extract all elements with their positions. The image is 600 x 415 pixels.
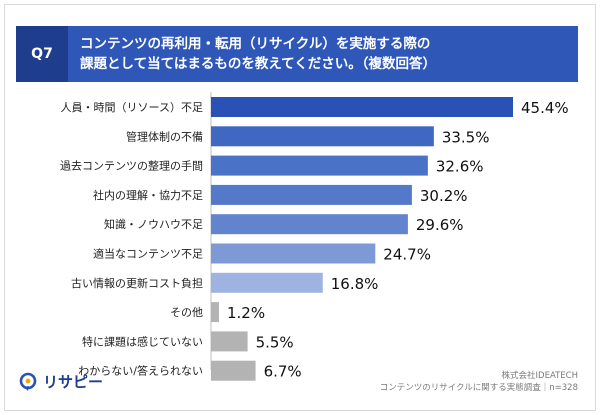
category-label: 人員・時間（リソース）不足: [61, 101, 203, 114]
value-label: 6.7%: [264, 363, 302, 381]
category-label: 社内の理解・協力不足: [93, 188, 203, 202]
footer-survey: コンテンツのリサイクルに関する実態調査｜n=328: [379, 383, 578, 393]
value-label: 45.4%: [521, 99, 569, 117]
bar: [211, 243, 376, 264]
category-label: 適当なコンテンツ不足: [93, 247, 203, 261]
bar: [211, 214, 408, 235]
value-label: 29.6%: [416, 216, 464, 234]
bar: [211, 155, 428, 176]
bar: [211, 126, 434, 147]
category-label: 古い情報の更新コスト負担: [71, 276, 203, 290]
value-label: 5.5%: [256, 333, 294, 351]
value-label: 32.6%: [436, 158, 484, 176]
bar: [211, 184, 412, 205]
question-number-badge: Q7: [16, 26, 68, 82]
question-title-line-2: 課題として当てはまるものを教えてください。（複数回答）: [80, 56, 436, 72]
category-label: その他: [170, 306, 203, 319]
question-title: コンテンツの再利用・転用（リサイクル）を実施する際の 課題として当てはまるものを…: [68, 26, 578, 82]
question-title-line-1: コンテンツの再利用・転用（リサイクル）を実施する際の: [80, 36, 431, 52]
brand-logo: リサピー: [18, 371, 103, 392]
value-label: 16.8%: [331, 275, 379, 293]
bar: [211, 360, 256, 381]
value-label: 33.5%: [442, 128, 490, 146]
category-label: 過去コンテンツの整理の手間: [60, 159, 203, 173]
question-header: Q7 コンテンツの再利用・転用（リサイクル）を実施する際の 課題として当てはまる…: [16, 26, 578, 82]
category-label: わからない/答えられない: [78, 364, 203, 378]
source-footer: 株式会社IDEATECH コンテンツのリサイクルに関する実態調査｜n=328: [380, 370, 578, 394]
bar: [211, 302, 219, 323]
bar: [211, 272, 323, 293]
category-label: 管理体制の不備: [126, 129, 203, 143]
category-label: 知識・ノウハウ不足: [104, 217, 203, 231]
value-label: 30.2%: [420, 187, 468, 205]
bar: [211, 97, 513, 117]
value-label: 24.7%: [383, 246, 431, 264]
logo-text: リサピー: [43, 373, 104, 391]
category-label: 特に課題は感じていない: [82, 334, 203, 348]
footer-company: 株式会社IDEATECH: [501, 371, 578, 381]
value-label: 1.2%: [227, 304, 265, 322]
bar: [211, 331, 248, 352]
logo-pin-icon: [19, 372, 37, 391]
